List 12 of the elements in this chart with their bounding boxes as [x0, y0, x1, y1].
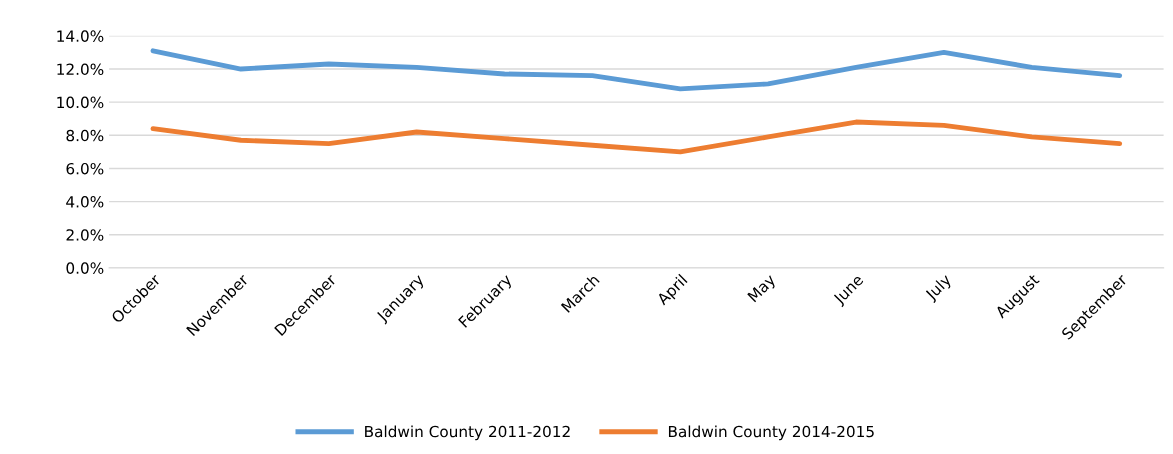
y-tick-label: 10.0% [57, 96, 104, 109]
legend-label: Baldwin County 2011-2012 [365, 425, 570, 441]
line-series [150, 48, 1123, 92]
y-tick-label: 8.0% [66, 129, 104, 142]
line-series [150, 119, 1123, 155]
y-tick-label: 2.0% [66, 229, 104, 241]
y-tick-label: 6.0% [66, 162, 104, 175]
y-tick-label: 12.0% [57, 63, 104, 76]
y-tick-label: 14.0% [57, 30, 104, 42]
y-tick-label: 0.0% [66, 262, 104, 274]
y-tick-label: 4.0% [66, 196, 104, 208]
legend-label: Baldwin County 2014-2015 [668, 425, 874, 441]
